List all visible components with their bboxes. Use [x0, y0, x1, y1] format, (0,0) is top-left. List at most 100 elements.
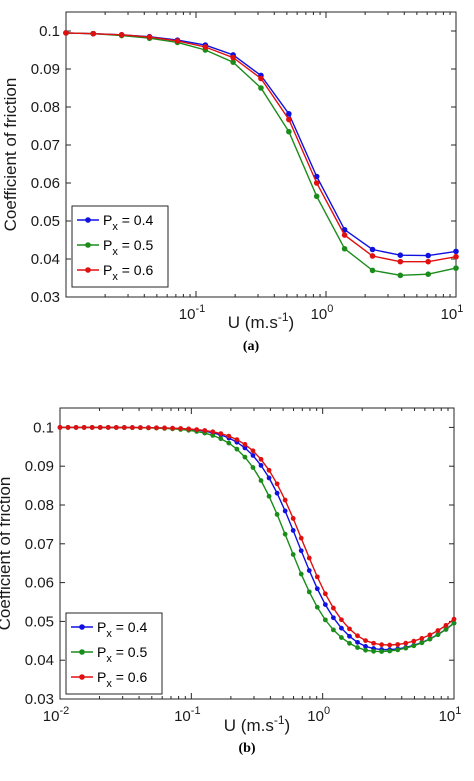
data-point [395, 642, 401, 647]
legend-entry: Px = 0.6 [97, 669, 147, 690]
x-axis-title-end: ) [285, 716, 291, 735]
data-point [387, 642, 393, 648]
data-point [453, 253, 459, 260]
data-point [146, 425, 151, 431]
data-point [186, 426, 192, 432]
data-point [266, 475, 272, 481]
legend-entry: Px = 0.6 [103, 262, 153, 283]
x-tick-exponent: 0 [327, 303, 333, 315]
legend-swatch-marker [85, 267, 91, 273]
x-axis-title-text: U (m.s [228, 313, 278, 332]
y-tick-label: 0.05 [31, 213, 60, 230]
data-point [202, 428, 208, 433]
legend-entry-base: P [97, 669, 106, 685]
legend-entry: Px = 0.5 [103, 237, 153, 258]
legend-entry: Px = 0.4 [97, 619, 147, 640]
legend-entry-base: P [103, 212, 112, 228]
y-tick-label: 0.06 [25, 575, 54, 592]
y-tick-label: 0.04 [31, 251, 60, 268]
data-point [355, 645, 360, 650]
data-point [266, 467, 272, 473]
data-point [90, 30, 97, 37]
x-tick-exponent: 0 [324, 705, 330, 717]
data-point [395, 647, 401, 653]
x-tick-exponent: 1 [457, 303, 463, 315]
data-point [306, 589, 312, 595]
data-point [170, 425, 175, 431]
x-tick-exponent: 1 [455, 705, 461, 717]
legend-entry-rest: = 0.6 [112, 669, 148, 685]
plot-area-frame [65, 11, 457, 298]
legend-swatch-marker [79, 674, 85, 680]
y-tick-label: 0.03 [25, 691, 54, 708]
data-point [322, 591, 328, 597]
data-point [178, 426, 184, 431]
data-point [258, 456, 264, 462]
data-point [298, 535, 304, 541]
data-point [314, 586, 320, 592]
y-tick-label: 0.07 [25, 536, 54, 553]
data-point [290, 516, 296, 521]
data-point [339, 625, 344, 631]
data-point [57, 425, 63, 430]
data-point [174, 38, 181, 44]
x-tick-label: 100 [311, 303, 334, 323]
data-point [371, 640, 376, 646]
data-point [298, 548, 304, 554]
data-point [266, 493, 272, 499]
data-point [425, 252, 431, 259]
data-point [250, 448, 256, 454]
x-tick-label: 10-2 [43, 705, 69, 725]
y-tick-label: 0.08 [31, 99, 60, 116]
data-point [347, 626, 352, 632]
x-tick-base: 10 [179, 306, 196, 323]
data-point [341, 245, 348, 252]
legend-entry-rest: = 0.5 [112, 644, 148, 660]
data-point [274, 490, 280, 496]
data-point [162, 425, 167, 431]
x-tick-exponent: -1 [195, 303, 205, 315]
data-point [118, 32, 125, 38]
data-point [250, 465, 256, 470]
data-point [234, 437, 240, 443]
data-point [371, 648, 376, 654]
data-point [419, 640, 425, 646]
data-point [355, 633, 360, 639]
data-point [146, 34, 153, 40]
data-point [226, 440, 232, 446]
x-tick-base: 10 [174, 708, 191, 725]
data-point [435, 628, 441, 633]
x-axis-title-sup: -1 [278, 310, 289, 324]
y-tick-label: 0.06 [31, 175, 60, 192]
data-point [363, 644, 368, 649]
x-tick-label: 101 [441, 303, 464, 323]
data-point [330, 627, 336, 633]
data-point [63, 30, 69, 36]
data-point [298, 571, 304, 577]
legend-entry-rest: = 0.5 [118, 237, 154, 253]
data-point [425, 271, 431, 278]
data-point [105, 425, 111, 430]
data-point [129, 425, 135, 430]
x-axis-title-text: U (m.s [224, 716, 274, 735]
x-axis-title: U (m.s-1) [224, 713, 290, 735]
data-point [347, 633, 352, 639]
data-point [306, 555, 312, 561]
data-point [65, 425, 71, 430]
x-tick-base: 10 [43, 708, 60, 725]
data-point [397, 272, 404, 279]
legend-entry: Px = 0.4 [103, 212, 153, 233]
y-tick-label: 0.09 [25, 458, 54, 475]
data-point [425, 258, 431, 265]
data-point [242, 454, 248, 460]
legend-swatch-marker [85, 217, 91, 223]
x-tick-exponent: -2 [59, 705, 69, 717]
x-tick-label: 10-1 [179, 303, 205, 323]
data-point [290, 552, 296, 557]
y-tick-label: 0.04 [25, 652, 54, 669]
data-point [443, 622, 449, 628]
x-axis-title-end: ) [289, 313, 295, 332]
data-point [226, 433, 232, 439]
panel-caption: (a) [243, 339, 260, 354]
